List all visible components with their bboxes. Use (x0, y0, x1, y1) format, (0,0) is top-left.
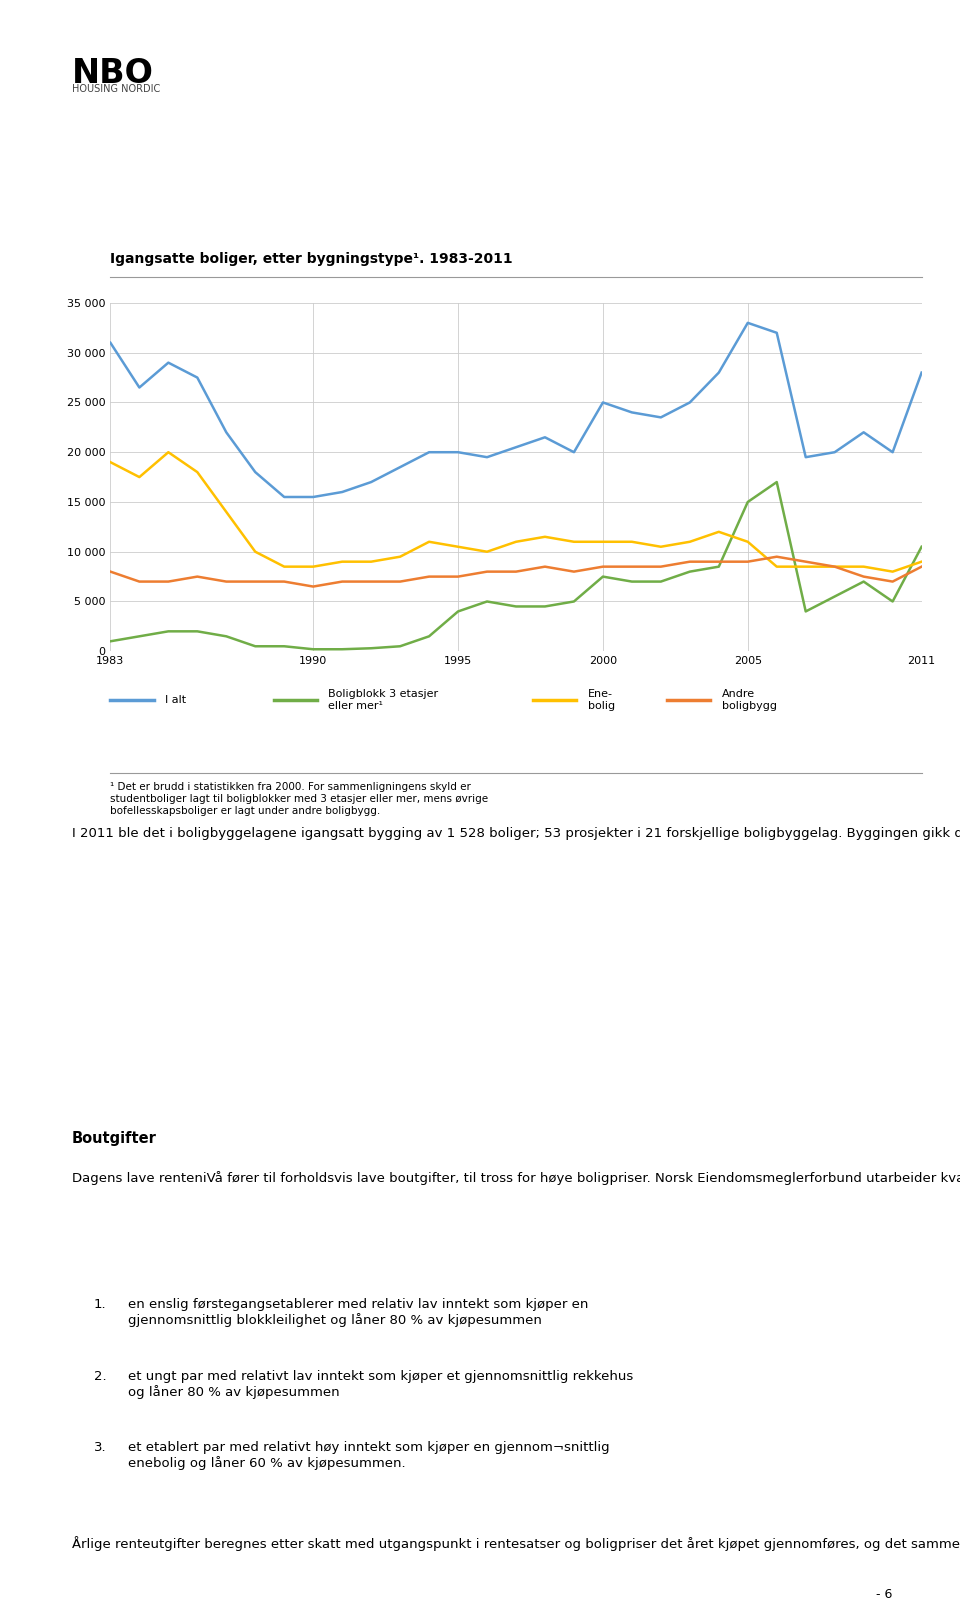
Text: Igangsatte boliger, etter bygningstype¹. 1983-2011: Igangsatte boliger, etter bygningstype¹.… (110, 251, 513, 266)
Text: 2.: 2. (93, 1369, 107, 1382)
Text: NBO: NBO (72, 57, 154, 89)
Text: et ungt par med relativt lav inntekt som kjøper et gjennomsnittlig rekkehus
og l: et ungt par med relativt lav inntekt som… (129, 1369, 634, 1398)
Text: Ene-
bolig: Ene- bolig (588, 688, 614, 711)
Text: - 6: - 6 (876, 1588, 893, 1601)
Text: en enslig førstegangsetablerer med relativ lav inntekt som kjøper en
gjennomsnit: en enslig førstegangsetablerer med relat… (129, 1298, 588, 1327)
Text: HOUSING NORDIC: HOUSING NORDIC (72, 84, 160, 94)
Text: Andre
boligbygg: Andre boligbygg (722, 688, 777, 711)
Text: Boutgifter: Boutgifter (72, 1131, 156, 1147)
Text: Dagens lave renteniVå fører til forholdsvis lave boutgifter, til tross for høye : Dagens lave renteniVå fører til forholds… (72, 1171, 960, 1186)
Text: I alt: I alt (165, 695, 186, 705)
Text: 3.: 3. (93, 1442, 107, 1455)
Text: et etablert par med relativt høy inntekt som kjøper en gjennom¬snittlig
enebolig: et etablert par med relativt høy inntekt… (129, 1442, 610, 1471)
Text: Årlige renteutgifter beregnes etter skatt med utgangspunkt i rentesatser og boli: Årlige renteutgifter beregnes etter skat… (72, 1536, 960, 1552)
Text: I 2011 ble det i boligbyggelagene igangsatt bygging av 1 528 boliger; 53 prosjek: I 2011 ble det i boligbyggelagene igangs… (72, 826, 960, 839)
Text: 1.: 1. (93, 1298, 107, 1311)
Text: ¹ Det er brudd i statistikken fra 2000. For sammenligningens skyld er
studentbol: ¹ Det er brudd i statistikken fra 2000. … (110, 782, 489, 815)
Text: Boligblokk 3 etasjer
eller mer¹: Boligblokk 3 etasjer eller mer¹ (328, 688, 439, 711)
